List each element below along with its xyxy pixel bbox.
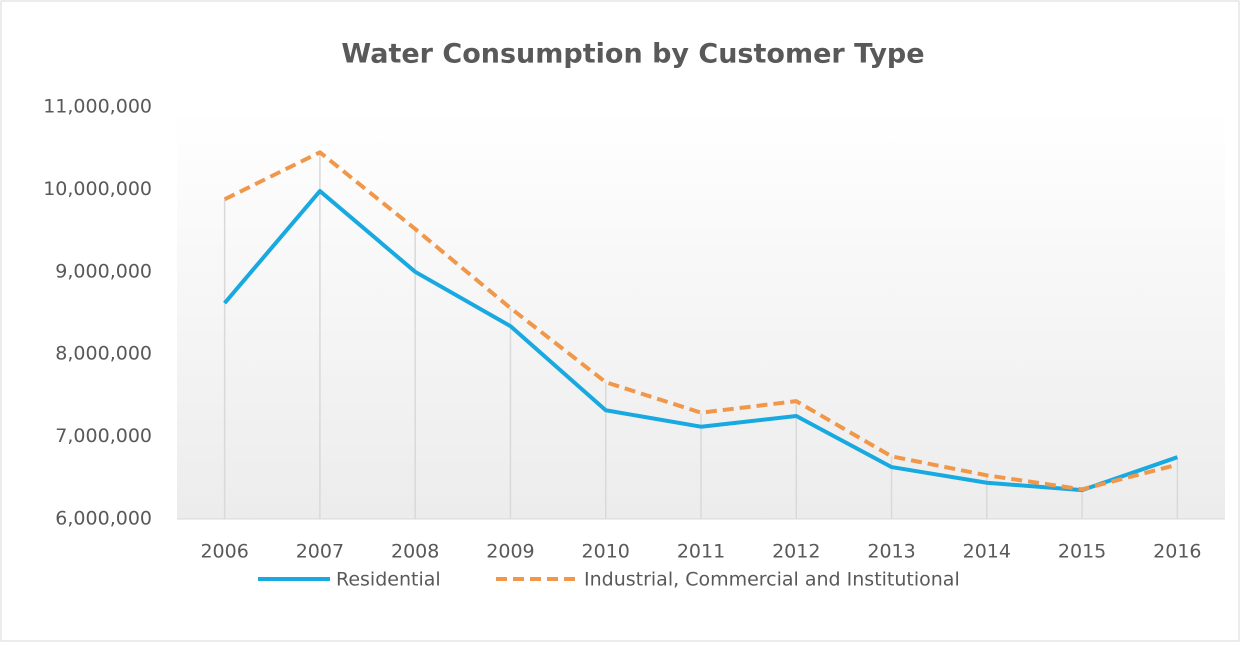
y-tick-label: 6,000,000 bbox=[55, 508, 152, 530]
x-tick-label: 2010 bbox=[582, 541, 630, 563]
x-tick-label: 2006 bbox=[200, 541, 248, 563]
legend-label: Residential bbox=[336, 569, 441, 591]
x-tick-label: 2008 bbox=[391, 541, 439, 563]
x-tick-label: 2009 bbox=[486, 541, 534, 563]
y-tick-label: 10,000,000 bbox=[43, 178, 152, 200]
y-tick-label: 7,000,000 bbox=[55, 425, 152, 447]
y-tick-label: 11,000,000 bbox=[43, 96, 152, 118]
series-line bbox=[223, 189, 1179, 493]
chart-title: Water Consumption by Customer Type bbox=[341, 39, 924, 70]
y-tick-label: 9,000,000 bbox=[55, 260, 152, 282]
legend-label: Industrial, Commercial and Institutional bbox=[584, 569, 960, 591]
series-line bbox=[223, 150, 1178, 492]
x-tick-label: 2011 bbox=[677, 541, 725, 563]
x-tick-label: 2013 bbox=[867, 541, 915, 563]
x-tick-label: 2015 bbox=[1058, 541, 1106, 563]
x-tick-label: 2012 bbox=[772, 541, 820, 563]
x-tick-label: 2007 bbox=[296, 541, 344, 563]
x-tick-label: 2014 bbox=[963, 541, 1011, 563]
y-tick-label: 8,000,000 bbox=[55, 343, 152, 365]
x-tick-label: 2016 bbox=[1153, 541, 1201, 563]
